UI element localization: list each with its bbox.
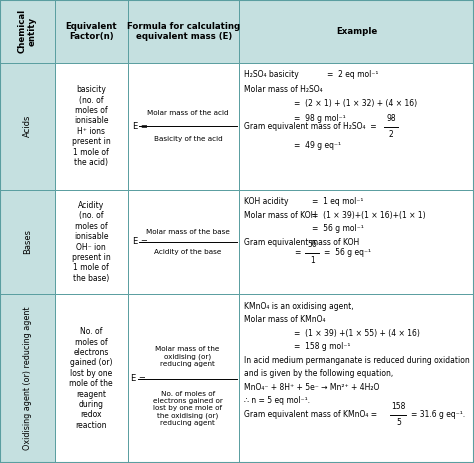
Text: =: =	[294, 248, 301, 257]
Text: Gram equivalent mass of H₂SO₄  =: Gram equivalent mass of H₂SO₄ =	[245, 122, 377, 131]
Text: Bases: Bases	[23, 230, 32, 254]
Text: = 31.6 g eq⁻¹.: = 31.6 g eq⁻¹.	[411, 410, 465, 419]
Text: Basicity of the acid: Basicity of the acid	[154, 136, 223, 142]
Text: Molar mass of the acid: Molar mass of the acid	[147, 110, 229, 116]
Text: Formula for calculating
equivalent mass (E): Formula for calculating equivalent mass …	[127, 22, 240, 41]
Bar	[55, 0, 128, 63]
Text: KMnO₄ is an oxidising agent,: KMnO₄ is an oxidising agent,	[245, 301, 354, 311]
Text: =  1 eq mol⁻¹: = 1 eq mol⁻¹	[312, 197, 364, 206]
Bar	[128, 0, 239, 63]
Bar	[0, 190, 55, 294]
Bar	[128, 190, 239, 294]
Text: =  56 g mol⁻¹: = 56 g mol⁻¹	[312, 225, 364, 233]
Bar	[239, 190, 474, 294]
Text: E =: E =	[133, 238, 148, 246]
Text: Gram equivalent mass of KMnO₄ =: Gram equivalent mass of KMnO₄ =	[245, 410, 377, 419]
Text: E =: E =	[133, 122, 148, 131]
Text: 56: 56	[308, 240, 317, 249]
Text: 1: 1	[310, 256, 315, 265]
Text: Oxidising agent (or) reducing agent: Oxidising agent (or) reducing agent	[23, 307, 32, 450]
Text: =  2 eq mol⁻¹: = 2 eq mol⁻¹	[328, 70, 379, 79]
Text: Acids: Acids	[23, 115, 32, 138]
Bar	[0, 294, 55, 463]
Text: No. of
moles of
electrons
gained (or)
lost by one
mole of the
reagent
during
red: No. of moles of electrons gained (or) lo…	[69, 327, 113, 430]
Bar	[128, 63, 239, 190]
Text: H₂SO₄ basicity: H₂SO₄ basicity	[245, 70, 299, 79]
Text: =  (1 × 39)+(1 × 16)+(1 × 1): = (1 × 39)+(1 × 16)+(1 × 1)	[312, 211, 426, 220]
Text: Molar mass of H₂SO₄: Molar mass of H₂SO₄	[245, 85, 323, 94]
Bar	[55, 190, 128, 294]
Text: basicity
(no. of
moles of
ionisable
H⁺ ions
present in
1 mole of
the acid): basicity (no. of moles of ionisable H⁺ i…	[72, 85, 110, 167]
Bar	[0, 63, 55, 190]
Bar	[239, 63, 474, 190]
Text: Molar mass of the
oxidising (or)
reducing agent: Molar mass of the oxidising (or) reducin…	[155, 346, 220, 367]
Text: =  49 g eq⁻¹: = 49 g eq⁻¹	[294, 140, 341, 150]
Text: Equivalent
Factor(n): Equivalent Factor(n)	[65, 22, 117, 41]
Text: 5: 5	[396, 418, 401, 427]
Bar	[0, 0, 55, 63]
Text: Chemical
entity: Chemical entity	[18, 9, 37, 53]
Text: MnO₄⁻ + 8H⁺ + 5e⁻ → Mn²⁺ + 4H₂O: MnO₄⁻ + 8H⁺ + 5e⁻ → Mn²⁺ + 4H₂O	[245, 382, 380, 392]
Bar	[239, 0, 474, 63]
Text: =  158 g mol⁻¹: = 158 g mol⁻¹	[294, 342, 351, 351]
Bar	[55, 63, 128, 190]
Text: Acidity of the base: Acidity of the base	[155, 249, 222, 255]
Text: =  98 g mol⁻¹: = 98 g mol⁻¹	[294, 113, 346, 123]
Text: Molar mass of KOH: Molar mass of KOH	[245, 211, 317, 220]
Text: =  (2 × 1) + (1 × 32) + (4 × 16): = (2 × 1) + (1 × 32) + (4 × 16)	[294, 99, 418, 108]
Text: Gram equivalent mass of KOH: Gram equivalent mass of KOH	[245, 238, 360, 247]
Bar	[55, 294, 128, 463]
Bar	[239, 294, 474, 463]
Text: 2: 2	[389, 130, 394, 139]
Text: and is given by the following equation,: and is given by the following equation,	[245, 369, 393, 378]
Text: KOH acidity: KOH acidity	[245, 197, 289, 206]
Text: No. of moles of
electrons gained or
lost by one mole of
the oxidising (or)
reduc: No. of moles of electrons gained or lost…	[153, 391, 223, 426]
Text: In acid medium permanganate is reduced during oxidation: In acid medium permanganate is reduced d…	[245, 356, 470, 364]
Text: ∴ n = 5 eq mol⁻¹.: ∴ n = 5 eq mol⁻¹.	[245, 396, 310, 405]
Bar	[128, 294, 239, 463]
Text: Acidity
(no. of
moles of
ionisable
OH⁻ ion
present in
1 mole of
the base): Acidity (no. of moles of ionisable OH⁻ i…	[72, 201, 110, 283]
Text: Molar mass of KMnO₄: Molar mass of KMnO₄	[245, 315, 326, 324]
Text: =  (1 × 39) +(1 × 55) + (4 × 16): = (1 × 39) +(1 × 55) + (4 × 16)	[294, 329, 420, 338]
Text: =  56 g eq⁻¹: = 56 g eq⁻¹	[324, 248, 371, 257]
Text: 158: 158	[391, 402, 406, 411]
Text: Example: Example	[336, 27, 377, 36]
Text: E =: E =	[131, 374, 146, 383]
Text: Molar mass of the base: Molar mass of the base	[146, 229, 230, 235]
Text: 98: 98	[387, 114, 396, 123]
